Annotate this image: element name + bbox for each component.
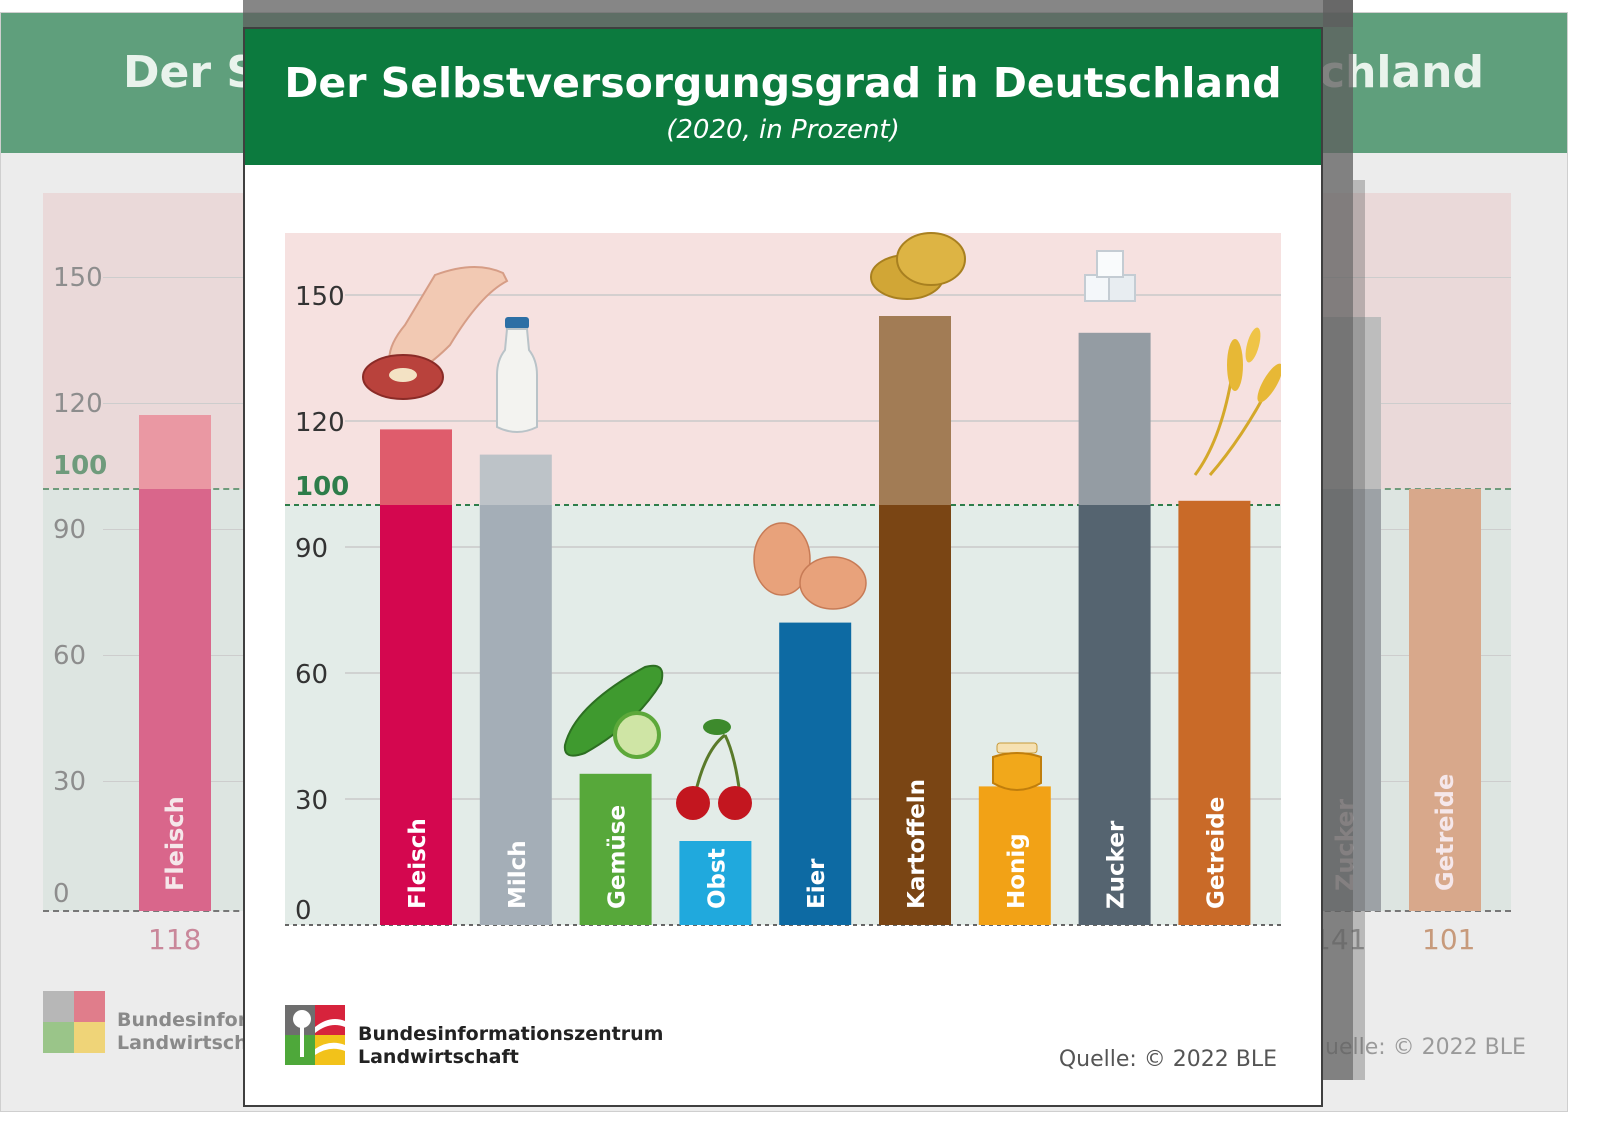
bar-2	[579, 773, 652, 925]
y-tick-label: 90	[295, 534, 328, 564]
milk-bottle-icon	[496, 317, 538, 433]
background-bar	[1409, 489, 1481, 911]
background-bar	[139, 489, 211, 911]
source-credit: Quelle: © 2022 BLE	[1058, 1047, 1277, 1072]
card-shadow	[243, 0, 1353, 27]
header-banner: Der Selbstversorgungsgrad in Deutschland…	[245, 29, 1321, 165]
card-shadow	[1353, 180, 1365, 1080]
background-tick: 100	[53, 451, 108, 481]
background-value: 118	[148, 923, 202, 956]
background-tick: 60	[53, 641, 87, 671]
y-tick-label: 120	[295, 408, 345, 438]
reference-line-label: 100	[295, 472, 349, 502]
bar-excess-8	[1178, 500, 1251, 505]
potato-icon	[870, 232, 966, 300]
background-tick: 30	[53, 767, 87, 797]
bar-label: Gemüse	[605, 805, 631, 909]
grain-icon	[1193, 327, 1281, 476]
background-org-text: Bundesinform Landwirtscha	[117, 1009, 267, 1054]
infographic-card: Der Selbstversorgungsgrad in Deutschland…	[243, 27, 1323, 1107]
bar-5	[879, 505, 951, 925]
bar-8	[1178, 505, 1251, 925]
background-tick: 90	[53, 515, 87, 545]
background-bar-label: Fleisch	[161, 796, 189, 891]
bar-excess-0	[380, 429, 452, 505]
bar-chart: 0306090120150100Fleisch118Milch112Gemüse…	[285, 232, 1281, 926]
background-tick: 0	[53, 879, 70, 909]
background-logo	[43, 991, 105, 1053]
y-tick-label: 150	[295, 282, 345, 312]
background-bar-label: Getreide	[1431, 773, 1459, 891]
background-tick: 150	[53, 263, 103, 293]
card-shadow	[1323, 0, 1353, 1080]
bar-label: Kartoffeln	[904, 779, 930, 909]
bar-label: Fleisch	[405, 818, 431, 909]
bar-label: Milch	[505, 840, 531, 909]
y-tick-label: 30	[295, 786, 328, 816]
organization-line-2: Landwirtschaft	[358, 1046, 519, 1068]
background-bar	[139, 415, 211, 489]
bar-1	[479, 505, 552, 925]
bar-excess-5	[879, 316, 951, 505]
meat-icon	[362, 265, 509, 400]
background-tick: 120	[53, 389, 103, 419]
bar-label: Getreide	[1203, 797, 1229, 909]
y-tick-label: 60	[295, 660, 328, 690]
bar-label: Obst	[704, 848, 730, 909]
background-source: uelle: © 2022 BLE	[1325, 1035, 1526, 1060]
organization-name: Bundesinformationszentrum Landwirtschaft	[358, 1023, 663, 1069]
bar-excess-1	[479, 454, 552, 505]
chart-title: Der Selbstversorgungsgrad in Deutschland	[284, 59, 1282, 107]
y-tick-label: 0	[295, 896, 312, 926]
bar-label: Eier	[804, 858, 830, 909]
bar-excess-7	[1078, 332, 1151, 505]
bar-4	[779, 622, 852, 925]
chart-subtitle: (2020, in Prozent)	[666, 115, 900, 145]
cucumber-icon	[563, 664, 664, 759]
organization-line-1: Bundesinformationszentrum	[358, 1023, 664, 1045]
eggs-icon	[753, 522, 867, 610]
cherry-icon	[676, 719, 752, 820]
bar-7	[1078, 505, 1151, 925]
honey-jar-icon	[992, 742, 1042, 791]
sugar-cubes-icon	[1084, 250, 1136, 302]
bar-6	[978, 786, 1051, 925]
bar-label: Honig	[1004, 833, 1030, 909]
bar-0	[380, 505, 452, 925]
bar-label: Zucker	[1104, 820, 1130, 909]
bar-3	[679, 841, 752, 925]
background-value: 101	[1422, 923, 1476, 956]
ble-logo	[285, 1005, 345, 1065]
